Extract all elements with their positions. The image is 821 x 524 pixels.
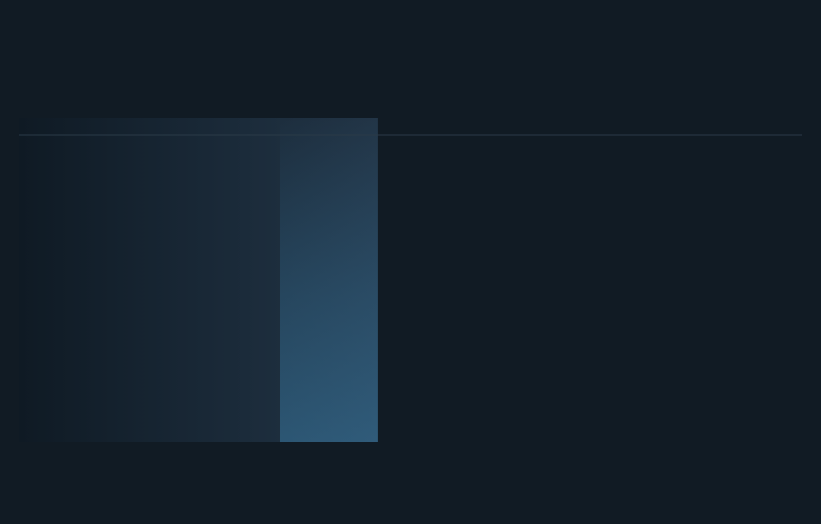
chart-svg[interactable] [0,0,821,524]
financials-chart [0,0,821,524]
cursor-spotlight [280,118,378,442]
